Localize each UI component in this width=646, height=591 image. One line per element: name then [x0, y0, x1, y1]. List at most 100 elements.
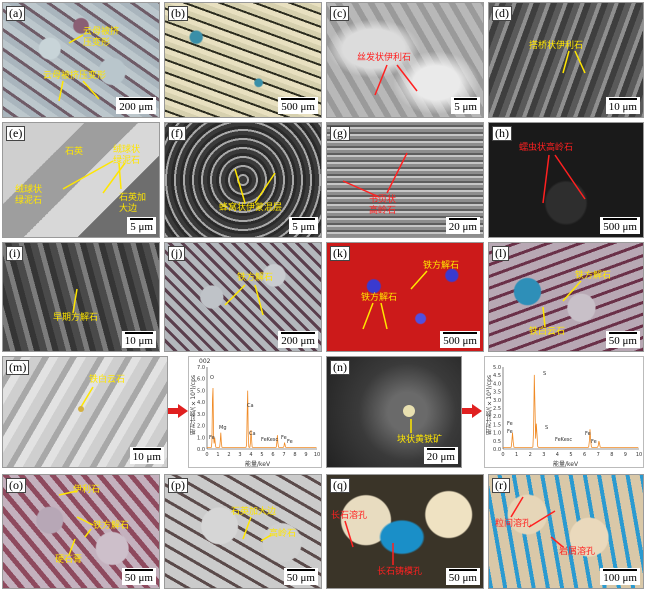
panel-label: (a)	[6, 6, 26, 21]
scale-bar: 200 μm	[116, 97, 156, 114]
peak-label: O	[210, 375, 214, 381]
x-tick-label: 8	[610, 452, 613, 458]
eds-spectrum-m: 002 相对计数/(×10³)/cps 0.0 1.0 2.0 3.0 4.0 5.0 6.…	[188, 356, 322, 468]
eds-spectrum-n: 相对计数/(×10³)/cps 0.0 0.5 1.0 1.5 2.0 2.5 3.0 3.5…	[484, 356, 644, 468]
panel-label: (j)	[168, 246, 186, 261]
x-tick-label: 0	[501, 452, 504, 458]
peak-label: Fe	[209, 435, 215, 441]
micrograph-panel-d: (d) 搭桥状伊利石 10 μm	[488, 2, 644, 118]
annotation-kaolinite: 高岭石	[269, 529, 297, 539]
annotation-lithic-pore: 岩屑溶孔	[559, 547, 596, 557]
scale-bar: 50 μm	[445, 568, 480, 585]
annotation-vermicular-kaolinite: 蠕虫状高岭石	[519, 143, 574, 153]
annotation-mica-1: 云母被挤	[83, 27, 120, 37]
x-tick-label: 1	[216, 452, 219, 458]
peak-label: Mg	[219, 425, 227, 431]
annotation-kaolinite-b: 高岭石	[369, 206, 397, 216]
annotation-feldspar-dissolution: 长石溶孔	[331, 511, 368, 521]
arrow-overlay	[374, 64, 418, 96]
annotation-illite: 伊利石	[73, 485, 101, 495]
peak-label: S	[543, 371, 546, 377]
micrograph-panel-f: (f) 蜂窝状伊蒙混层 5 μm	[164, 122, 322, 238]
arrow-overlay	[403, 405, 415, 433]
x-tick-label: 5	[569, 452, 572, 458]
arrow-overlay	[342, 152, 408, 198]
y-tick-label: 0.0	[493, 447, 501, 453]
x-tick-label: 2	[227, 452, 230, 458]
y-tick-label: 3.0	[493, 398, 501, 404]
panel-label: (k)	[330, 246, 350, 261]
annotation-illite-bridge: 搭桥状伊利石	[529, 41, 584, 51]
arrow-overlay	[510, 496, 564, 548]
peak-label: Fe	[287, 439, 293, 445]
panel-label: (o)	[6, 478, 26, 493]
panel-label: (c)	[330, 6, 350, 21]
annotation-ankerite: 铁白云石	[529, 327, 566, 337]
arrow-overlay	[72, 288, 78, 314]
micrograph-panel-i: (i) 早期方解石 10 μm	[2, 242, 160, 352]
annotation-ferrocalcite-1: 铁方解石	[423, 261, 460, 271]
scale-bar: 5 μm	[289, 217, 318, 234]
annotation-overgrowth-b: 大边	[119, 204, 138, 214]
x-tick-label: 3	[542, 452, 545, 458]
x-tick-label: 4	[249, 452, 252, 458]
micrograph-panel-j: (j) 铁方解石 200 μm	[164, 242, 322, 352]
micrograph-panel-g: (g) 书页状 高岭石 20 μm	[326, 122, 484, 238]
peak-label: Fe	[507, 429, 513, 435]
x-tick-label: 3	[238, 452, 241, 458]
arrow-overlay	[362, 270, 428, 330]
y-tick-label: 3.0	[197, 412, 205, 418]
arrow-overlay	[58, 490, 94, 556]
y-tick-label: 0.5	[493, 439, 501, 445]
panel-label: (m)	[6, 360, 30, 375]
x-tick-label: 5	[260, 452, 263, 458]
spectrum-id: 002	[199, 358, 211, 365]
x-tick-label: 8	[293, 452, 296, 458]
peak-label: S	[545, 425, 548, 431]
arrow-overlay	[234, 168, 276, 204]
x-axis-label: 能量/keV	[245, 461, 271, 468]
micrograph-panel-b: (b) 500 μm	[164, 2, 322, 118]
arrow-overlay	[224, 284, 264, 316]
peak-label: Fe	[591, 439, 597, 445]
panel-label: (n)	[330, 360, 350, 375]
y-tick-label: 4.0	[197, 400, 205, 406]
x-tick-label: 0	[205, 452, 208, 458]
scale-bar: 5 μm	[127, 217, 156, 234]
annotation-overgrowth-a: 石英加	[119, 193, 147, 203]
peak-label: Fe	[281, 435, 287, 441]
arrow-overlay	[562, 50, 586, 74]
y-tick-label: 5.0	[197, 388, 205, 394]
scale-bar: 100 μm	[600, 568, 640, 585]
y-tick-label: 4.5	[493, 373, 501, 379]
arrow-overlay	[58, 34, 100, 102]
y-tick-label: 4.0	[493, 381, 501, 387]
x-tick-label: 10	[314, 452, 320, 458]
annotation-ferrocalcite: 铁方解石	[575, 271, 612, 281]
micrograph-panel-k: (k) 铁方解石 铁方解石 500 μm	[326, 242, 484, 352]
arrow-overlay	[344, 520, 394, 565]
panel-label: (r)	[492, 478, 510, 493]
scale-bar: 50 μm	[121, 568, 156, 585]
annotation-illite: 丝发状伊利石	[357, 53, 412, 63]
panel-label: (g)	[330, 126, 350, 141]
arrow-overlay	[542, 154, 586, 204]
scale-bar: 500 μm	[278, 97, 318, 114]
annotation-mixed-layer: 蜂窝状伊蒙混层	[219, 203, 283, 213]
panel-label: (p)	[168, 478, 188, 493]
panel-label: (f)	[168, 126, 186, 141]
x-tick-label: 4	[556, 452, 559, 458]
micrograph-panel-e: (e) 石英 绒球状 绿泥石 绒球状 绿泥石 石英加 大边 5 μm	[2, 122, 160, 238]
panel-label: (i)	[6, 246, 24, 261]
y-tick-label: 2.0	[197, 424, 205, 430]
scale-bar: 50 μm	[605, 331, 640, 348]
y-tick-label: 0.0	[197, 447, 205, 453]
annotation-chlorite-2b: 绿泥石	[15, 196, 43, 206]
spectrum-line	[207, 387, 317, 448]
spectrum-plot-m: 0.0 1.0 2.0 3.0 4.0 5.0 6.0 7.0 0 1 2 3 4 5 6 7 8 9 10 O Mg F…	[197, 365, 320, 458]
micrograph-panel-m: (m) 铁白云石 10 μm	[2, 356, 168, 468]
annotation-pyrite: 块状黄铁矿	[397, 435, 443, 445]
pointer-arrow-n	[462, 404, 482, 418]
micrograph-panel-r: (r) 粒间溶孔 岩屑溶孔 100 μm	[488, 474, 644, 589]
scale-bar: 10 μm	[605, 97, 640, 114]
